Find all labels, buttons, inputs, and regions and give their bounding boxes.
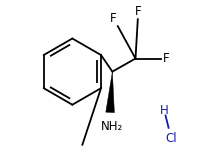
Text: H: H: [160, 104, 168, 117]
Text: Cl: Cl: [166, 132, 177, 145]
Text: F: F: [162, 52, 169, 65]
Polygon shape: [106, 72, 114, 113]
Text: NH₂: NH₂: [101, 120, 123, 133]
Text: F: F: [134, 5, 141, 18]
Text: F: F: [110, 12, 116, 25]
